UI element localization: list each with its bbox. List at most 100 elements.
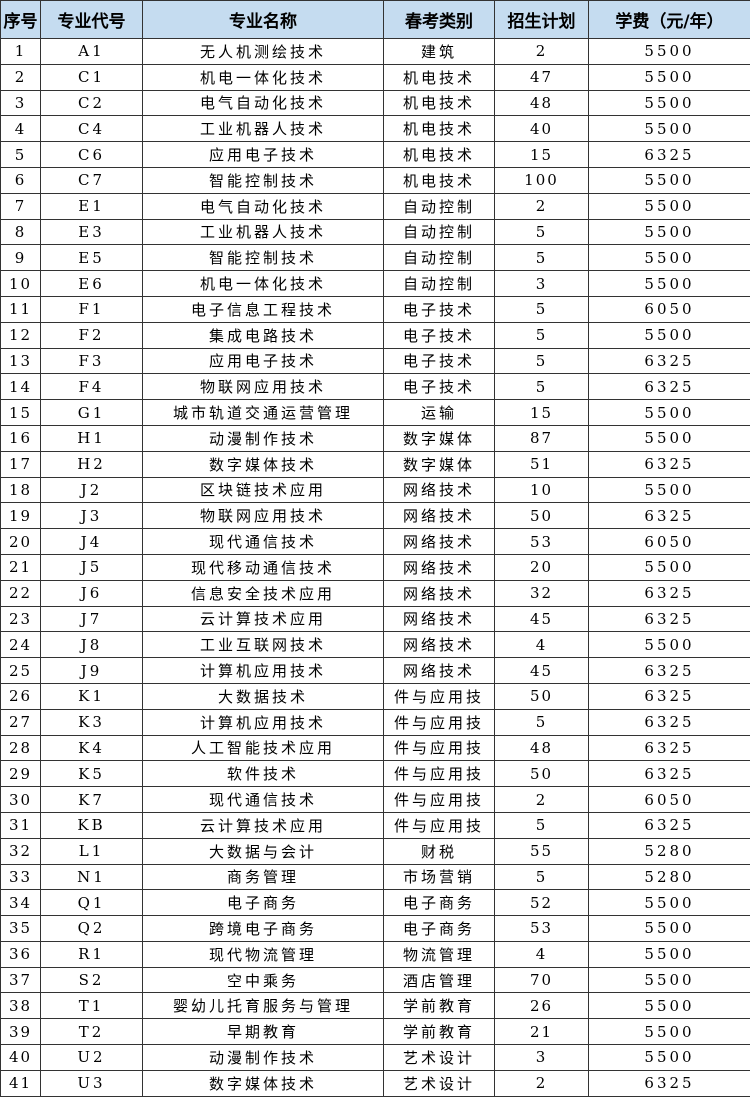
fee-cell: 5500	[588, 399, 750, 426]
header-row: 序号 专业代号 专业名称 春考类别 招生计划 学费（元/年）	[0, 0, 750, 39]
header-cell: 专业代号	[40, 0, 143, 39]
index-cell: 11	[0, 295, 41, 323]
category-cell: 艺术设计	[383, 1069, 495, 1097]
index-cell: 8	[0, 218, 41, 246]
code-cell: K4	[40, 734, 143, 762]
major-cell: 数字媒体技术	[142, 450, 384, 478]
table-row: 1 A1 无人机测绘技术 建筑 2 5500	[0, 38, 750, 65]
table-row: 38 T1 婴幼儿托育服务与管理 学前教育 26 5500	[0, 992, 750, 1020]
index-cell: 33	[0, 863, 41, 891]
plan-cell: 2	[494, 192, 589, 220]
fee-cell: 6325	[588, 450, 750, 478]
fee-cell: 5500	[588, 192, 750, 220]
code-cell: J2	[40, 476, 143, 504]
category-cell: 艺术设计	[383, 1044, 495, 1071]
plan-cell: 2	[494, 786, 589, 813]
fee-cell: 5500	[588, 915, 750, 942]
fee-cell: 6325	[588, 734, 750, 762]
index-cell: 13	[0, 347, 41, 375]
table-row: 37 S2 空中乘务 酒店管理 70 5500	[0, 966, 750, 994]
index-cell: 1	[0, 38, 41, 65]
major-cell: 无人机测绘技术	[142, 38, 384, 65]
category-cell: 网络技术	[383, 502, 495, 530]
plan-cell: 21	[494, 1018, 589, 1046]
code-cell: E1	[40, 192, 143, 220]
index-cell: 24	[0, 631, 41, 659]
code-cell: J4	[40, 528, 143, 555]
plan-cell: 5	[494, 244, 589, 272]
plan-cell: 32	[494, 579, 589, 607]
code-cell: A1	[40, 38, 143, 65]
table-row: 26 K1 大数据技术 件与应用技 50 6325	[0, 682, 750, 710]
category-cell: 网络技术	[383, 605, 495, 633]
fee-cell: 6325	[588, 373, 750, 401]
index-cell: 9	[0, 244, 41, 272]
plan-cell: 3	[494, 1044, 589, 1071]
index-cell: 31	[0, 811, 41, 839]
fee-cell: 5500	[588, 115, 750, 143]
table-row: 2 C1 机电一体化技术 机电技术 47 5500	[0, 63, 750, 91]
table-body: 1 A1 无人机测绘技术 建筑 2 5500 2 C1 机电一体化技术 机电技术 47 5500 3 C2…	[0, 38, 750, 1097]
index-cell: 29	[0, 760, 41, 788]
table-row: 13 F3 应用电子技术 电子技术 5 6325	[0, 347, 750, 375]
major-cell: 集成电路技术	[142, 321, 384, 349]
table-row: 32 L1 大数据与会计 财税 55 5280	[0, 837, 750, 865]
major-cell: 应用电子技术	[142, 347, 384, 375]
fee-cell: 5500	[588, 321, 750, 349]
major-cell: 跨境电子商务	[142, 915, 384, 942]
plan-cell: 40	[494, 115, 589, 143]
fee-cell: 6050	[588, 528, 750, 555]
index-cell: 10	[0, 270, 41, 297]
header-cell: 专业名称	[142, 0, 384, 39]
category-cell: 机电技术	[383, 141, 495, 168]
fee-cell: 5500	[588, 553, 750, 581]
code-cell: J3	[40, 502, 143, 530]
table-row: 33 N1 商务管理 市场营销 5 5280	[0, 863, 750, 891]
table-row: 29 K5 软件技术 件与应用技 50 6325	[0, 760, 750, 788]
code-cell: H2	[40, 450, 143, 478]
code-cell: E3	[40, 218, 143, 246]
table-row: 39 T2 早期教育 学前教育 21 5500	[0, 1018, 750, 1046]
plan-cell: 53	[494, 915, 589, 942]
index-cell: 6	[0, 166, 41, 194]
code-cell: Q1	[40, 889, 143, 917]
category-cell: 电子商务	[383, 915, 495, 942]
index-cell: 30	[0, 786, 41, 813]
fee-cell: 5500	[588, 940, 750, 968]
category-cell: 酒店管理	[383, 966, 495, 994]
category-cell: 网络技术	[383, 657, 495, 684]
major-cell: 电气自动化技术	[142, 192, 384, 220]
table-row: 14 F4 物联网应用技术 电子技术 5 6325	[0, 373, 750, 401]
category-cell: 网络技术	[383, 528, 495, 555]
plan-cell: 55	[494, 837, 589, 865]
fee-cell: 5280	[588, 863, 750, 891]
major-cell: 现代通信技术	[142, 786, 384, 813]
fee-cell: 6325	[588, 605, 750, 633]
code-cell: K1	[40, 682, 143, 710]
index-cell: 40	[0, 1044, 41, 1071]
table-row: 24 J8 工业互联网技术 网络技术 4 5500	[0, 631, 750, 659]
major-cell: 工业机器人技术	[142, 115, 384, 143]
category-cell: 电子技术	[383, 295, 495, 323]
plan-cell: 5	[494, 373, 589, 401]
index-cell: 36	[0, 940, 41, 968]
category-cell: 自动控制	[383, 244, 495, 272]
category-cell: 自动控制	[383, 192, 495, 220]
fee-cell: 6325	[588, 657, 750, 684]
category-cell: 机电技术	[383, 89, 495, 117]
code-cell: J9	[40, 657, 143, 684]
index-cell: 35	[0, 915, 41, 942]
fee-cell: 6325	[588, 708, 750, 736]
category-cell: 市场营销	[383, 863, 495, 891]
fee-cell: 5500	[588, 966, 750, 994]
category-cell: 件与应用技	[383, 786, 495, 813]
code-cell: N1	[40, 863, 143, 891]
code-cell: C2	[40, 89, 143, 117]
major-cell: 云计算技术应用	[142, 605, 384, 633]
category-cell: 物流管理	[383, 940, 495, 968]
category-cell: 机电技术	[383, 115, 495, 143]
major-cell: 计算机应用技术	[142, 708, 384, 736]
major-cell: 物联网应用技术	[142, 373, 384, 401]
category-cell: 网络技术	[383, 476, 495, 504]
major-cell: 物联网应用技术	[142, 502, 384, 530]
